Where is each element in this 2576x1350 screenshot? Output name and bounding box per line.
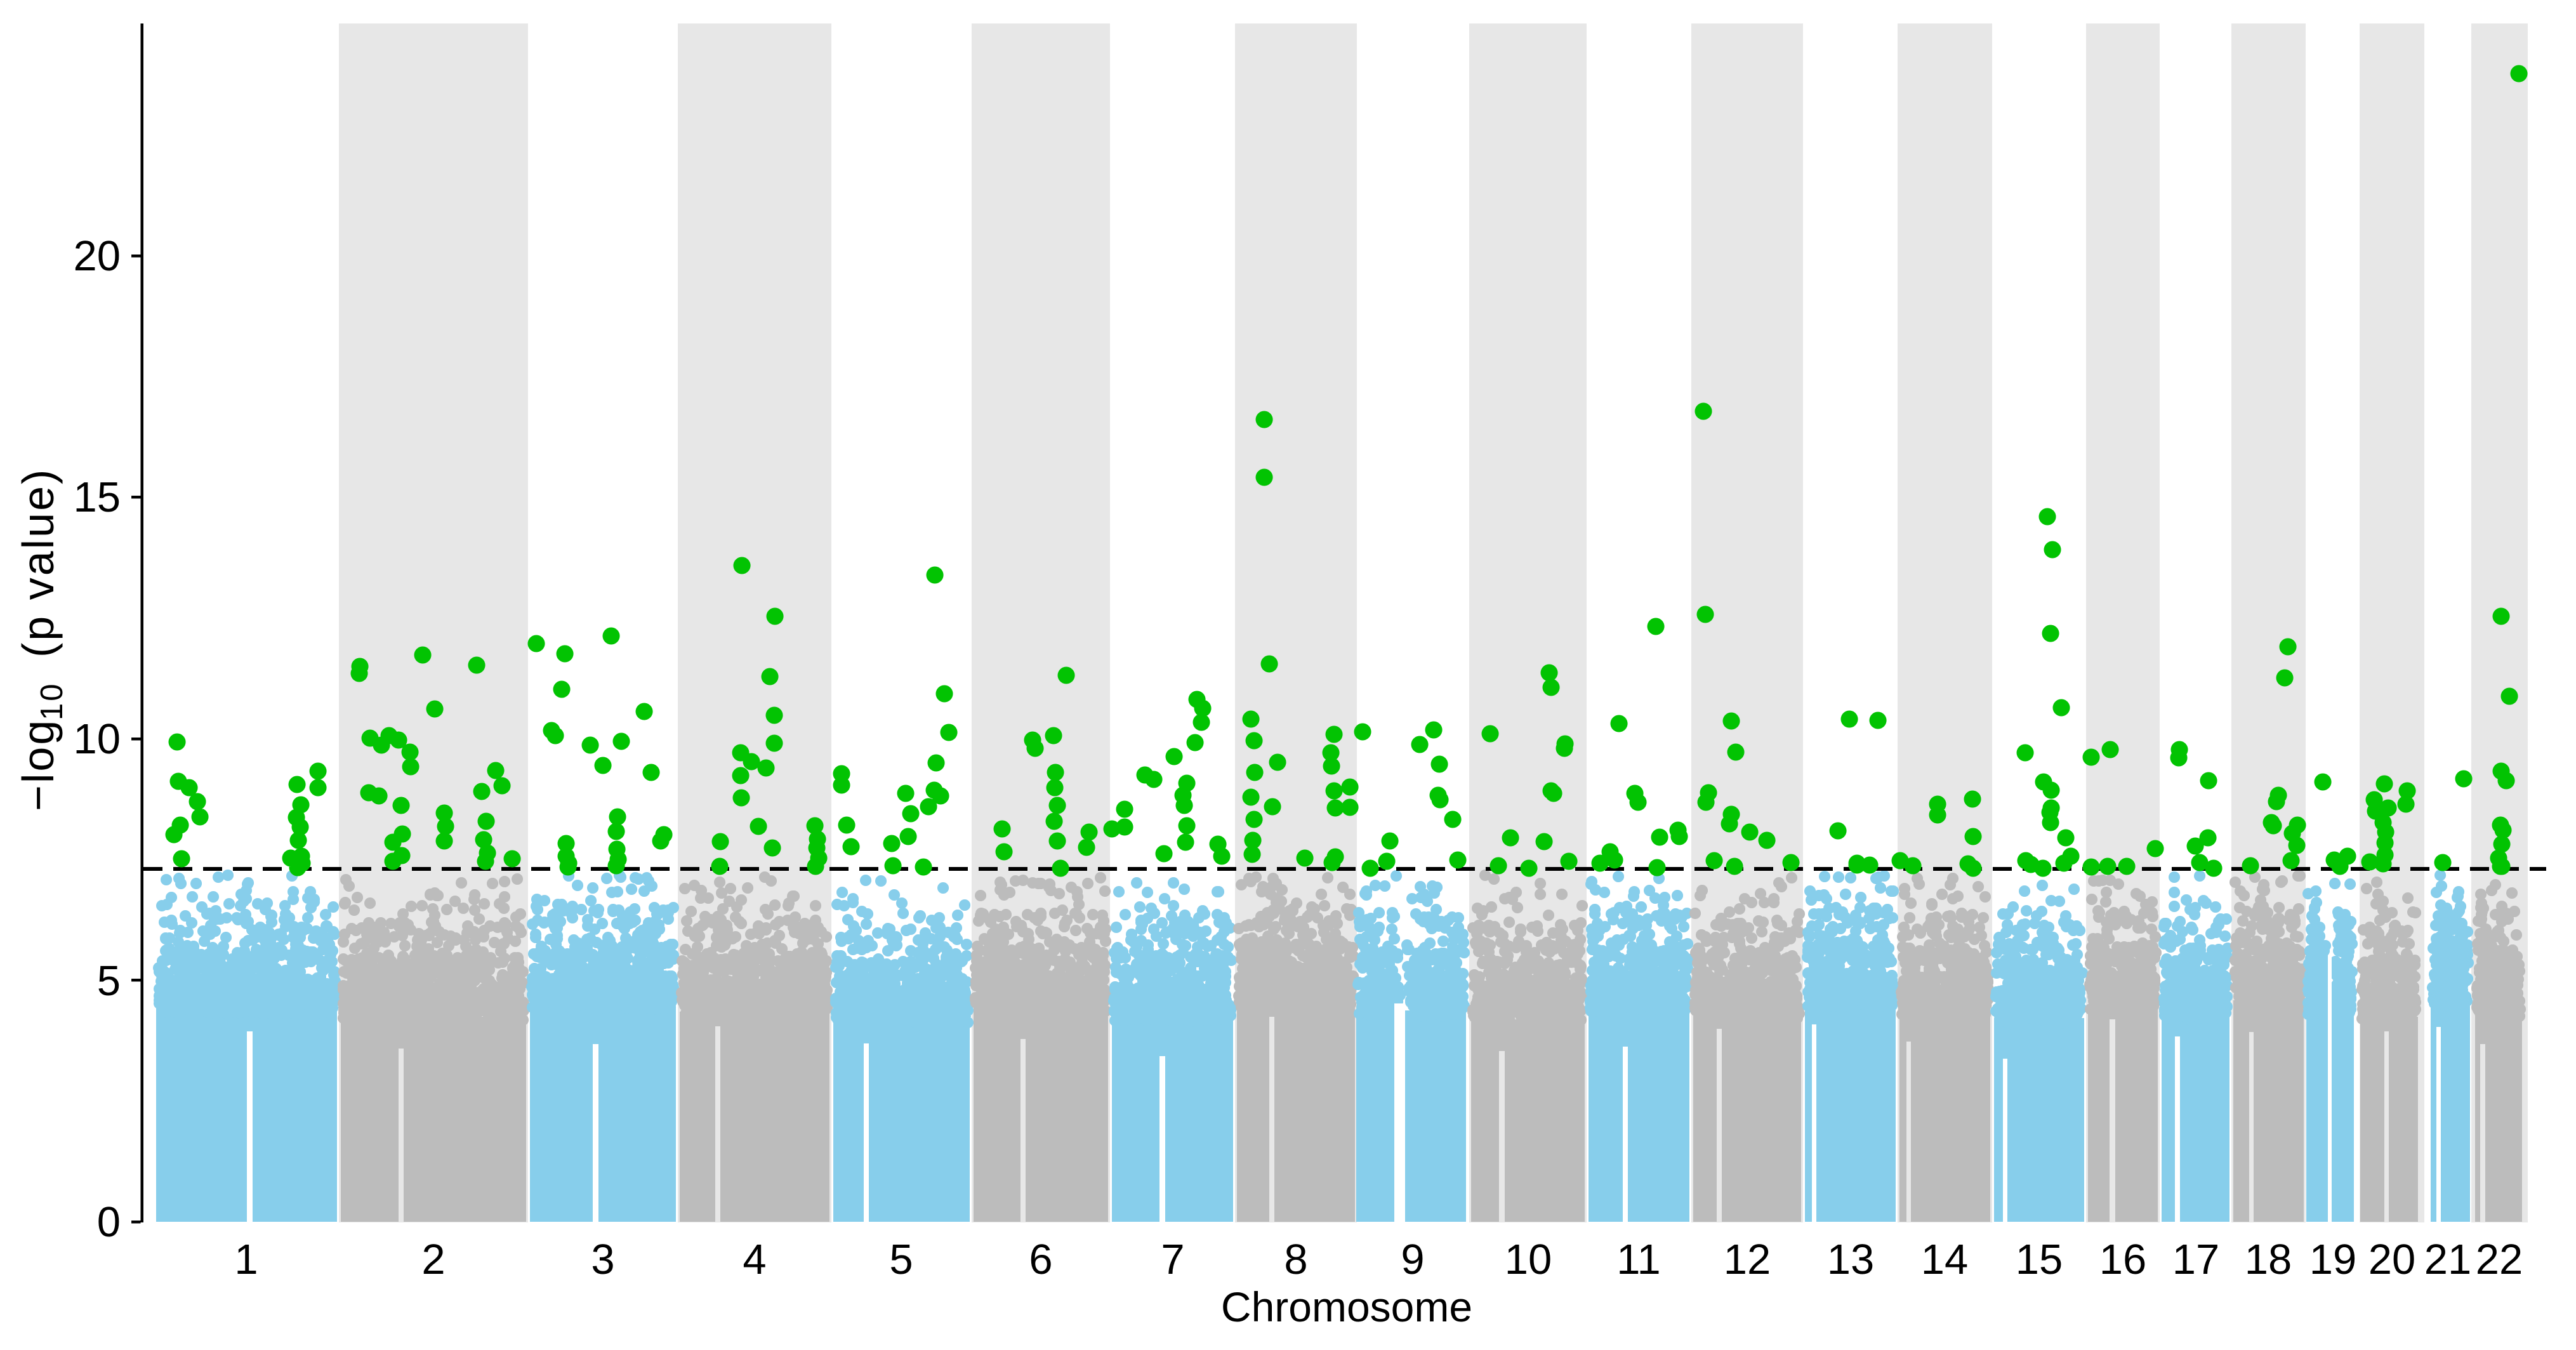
svg-text:4: 4: [743, 1236, 766, 1283]
svg-text:15: 15: [2016, 1236, 2063, 1283]
svg-text:13: 13: [1827, 1236, 1875, 1283]
svg-text:14: 14: [1921, 1236, 1969, 1283]
svg-text:10: 10: [73, 715, 121, 763]
svg-text:3: 3: [591, 1236, 614, 1283]
svg-text:9: 9: [1401, 1236, 1424, 1283]
svg-text:0: 0: [97, 1198, 121, 1246]
svg-text:5: 5: [97, 957, 121, 1005]
svg-text:10: 10: [35, 682, 69, 720]
svg-text:15: 15: [73, 473, 121, 521]
svg-text:17: 17: [2172, 1236, 2220, 1283]
svg-text:7: 7: [1161, 1236, 1184, 1283]
svg-text:−log: −log: [13, 718, 63, 811]
svg-text:12: 12: [1724, 1236, 1771, 1283]
svg-text:22: 22: [2476, 1236, 2523, 1283]
svg-text:19: 19: [2309, 1236, 2357, 1283]
svg-text:11: 11: [1616, 1236, 1661, 1283]
svg-text:21: 21: [2424, 1236, 2472, 1283]
svg-text:10: 10: [1505, 1236, 1552, 1283]
svg-text:Chromosome: Chromosome: [1221, 1283, 1472, 1330]
svg-text:6: 6: [1029, 1236, 1052, 1283]
svg-text:16: 16: [2099, 1236, 2147, 1283]
svg-text:8: 8: [1284, 1236, 1307, 1283]
svg-text:18: 18: [2245, 1236, 2292, 1283]
svg-text:1: 1: [234, 1236, 258, 1283]
svg-text:20: 20: [73, 232, 121, 280]
svg-text:(p value): (p value): [13, 468, 63, 658]
svg-text:5: 5: [889, 1236, 913, 1283]
svg-text:20: 20: [2368, 1236, 2416, 1283]
svg-text:2: 2: [421, 1236, 445, 1283]
